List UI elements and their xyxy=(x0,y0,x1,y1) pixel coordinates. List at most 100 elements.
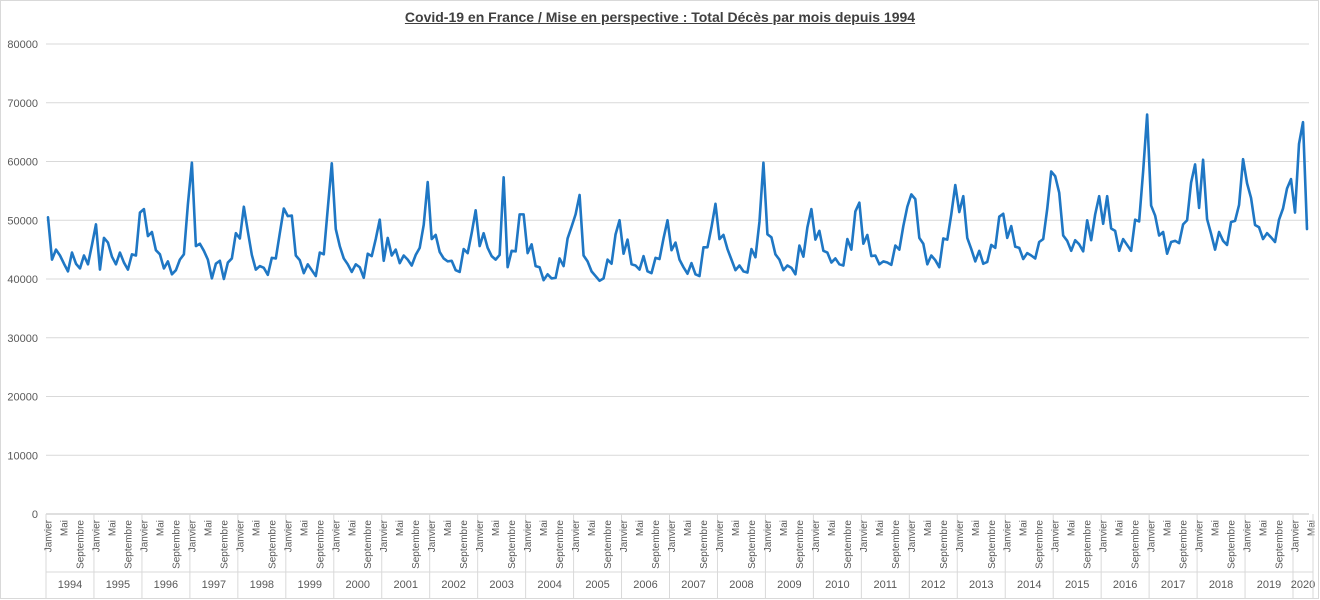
month-tick-label: Janvier xyxy=(1099,519,1110,552)
month-tick-label: Septembre xyxy=(411,520,422,569)
month-tick-label: Janvier xyxy=(43,519,54,552)
month-tick-label: Janvier xyxy=(955,519,966,552)
year-label: 2009 xyxy=(777,579,801,591)
y-tick-label: 30000 xyxy=(7,333,38,345)
year-label: 2014 xyxy=(1017,579,1041,591)
year-label: 2015 xyxy=(1065,579,1089,591)
month-tick-label: Janvier xyxy=(235,519,246,552)
y-tick-label: 0 xyxy=(32,509,38,521)
month-tick-label: Mai xyxy=(251,520,262,536)
month-tick-label: Septembre xyxy=(1035,520,1046,569)
month-tick-label: Janvier xyxy=(139,519,150,552)
month-tick-label: Septembre xyxy=(171,520,182,569)
year-label: 1997 xyxy=(202,579,226,591)
month-tick-label: Mai xyxy=(299,520,310,536)
month-tick-label: Janvier xyxy=(1243,519,1254,552)
month-tick-label: Septembre xyxy=(1275,520,1286,569)
y-tick-label: 60000 xyxy=(7,157,38,169)
month-tick-label: Mai xyxy=(1115,520,1126,536)
month-tick-label: Mai xyxy=(731,520,742,536)
month-tick-label: Mai xyxy=(683,520,694,536)
month-tick-label: Mai xyxy=(1211,520,1222,536)
month-tick-label: Mai xyxy=(971,520,982,536)
month-tick-label: Janvier xyxy=(763,519,774,552)
month-tick-label: Mai xyxy=(1259,520,1270,536)
month-tick-label: Septembre xyxy=(843,520,854,569)
month-tick-label: Septembre xyxy=(795,520,806,569)
month-tick-label: Janvier xyxy=(1147,519,1158,552)
month-tick-label: Janvier xyxy=(523,519,534,552)
month-tick-label: Mai xyxy=(587,520,598,536)
year-label: 2000 xyxy=(346,579,370,591)
month-tick-label: Septembre xyxy=(1227,520,1238,569)
month-tick-label: Janvier xyxy=(1051,519,1062,552)
month-tick-label: Mai xyxy=(875,520,886,536)
y-tick-label: 20000 xyxy=(7,392,38,404)
chart-title: Covid-19 en France / Mise en perspective… xyxy=(404,9,916,25)
year-label: 2016 xyxy=(1113,579,1137,591)
month-tick-label: Septembre xyxy=(1083,520,1094,569)
month-tick-label: Mai xyxy=(635,520,646,536)
x-axis: 1994 Janvier Mai Septembre 1995 Janvier Mai Sep… xyxy=(43,513,1317,598)
month-tick-label: Janvier xyxy=(187,519,198,552)
month-tick-label: Septembre xyxy=(267,520,278,569)
month-tick-label: Janvier xyxy=(283,519,294,552)
month-tick-label: Janvier xyxy=(91,519,102,552)
month-tick-label: Mai xyxy=(155,520,166,536)
month-tick-label: Mai xyxy=(1067,520,1078,536)
month-tick-label: Mai xyxy=(923,520,934,536)
month-tick-label: Mai xyxy=(1019,520,1030,536)
month-tick-label: Janvier xyxy=(907,519,918,552)
year-label: 2006 xyxy=(633,579,657,591)
month-tick-label: Septembre xyxy=(651,520,662,569)
month-tick-label: Septembre xyxy=(507,520,518,569)
year-label: 2017 xyxy=(1161,579,1185,591)
year-label: 2010 xyxy=(825,579,849,591)
month-tick-label: Janvier xyxy=(1003,519,1014,552)
month-tick-label: Janvier xyxy=(859,519,870,552)
y-tick-label: 10000 xyxy=(7,450,38,462)
series-line xyxy=(46,113,1309,283)
month-tick-label: Septembre xyxy=(459,520,470,569)
series xyxy=(46,113,1309,283)
month-tick-label: Mai xyxy=(539,520,550,536)
year-label: 2001 xyxy=(393,579,417,591)
year-label: 2018 xyxy=(1209,579,1233,591)
month-tick-label: Mai xyxy=(827,520,838,536)
month-tick-label: Septembre xyxy=(1179,520,1190,569)
year-label: 2011 xyxy=(874,579,898,591)
month-tick-label: Septembre xyxy=(363,520,374,569)
month-tick-label: Septembre xyxy=(555,520,566,569)
year-label: 1995 xyxy=(106,579,130,591)
year-label: 2003 xyxy=(489,579,513,591)
month-tick-label: Mai xyxy=(59,520,70,536)
y-tick-label: 40000 xyxy=(7,274,38,286)
month-tick-label: Mai xyxy=(1163,520,1174,536)
year-label: 1998 xyxy=(250,579,274,591)
month-tick-label: Janvier xyxy=(427,519,438,552)
month-tick-label: Septembre xyxy=(603,520,614,569)
month-tick-label: Mai xyxy=(443,520,454,536)
year-label: 2004 xyxy=(537,579,561,591)
y-axis: 0 10000 20000 30000 40000 50000 60000 70000 8000… xyxy=(7,39,38,521)
month-tick-label: Septembre xyxy=(75,520,86,569)
month-tick-label: Janvier xyxy=(715,519,726,552)
gridlines xyxy=(46,43,1309,515)
year-label: 2020 xyxy=(1291,579,1315,591)
year-label: 2019 xyxy=(1257,579,1281,591)
month-tick-label: Septembre xyxy=(891,520,902,569)
month-tick-label: Janvier xyxy=(1291,519,1302,552)
year-label: 2002 xyxy=(441,579,465,591)
month-tick-label: Mai xyxy=(779,520,790,536)
year-label: 1999 xyxy=(298,579,322,591)
month-tick-label: Janvier xyxy=(1195,519,1206,552)
year-label: 1994 xyxy=(58,579,82,591)
month-tick-label: Septembre xyxy=(1131,520,1142,569)
year-label: 2007 xyxy=(681,579,705,591)
month-tick-label: Mai xyxy=(203,520,214,536)
month-tick-label: Mai xyxy=(1306,520,1317,536)
month-tick-label: Septembre xyxy=(699,520,710,569)
month-tick-label: Septembre xyxy=(747,520,758,569)
